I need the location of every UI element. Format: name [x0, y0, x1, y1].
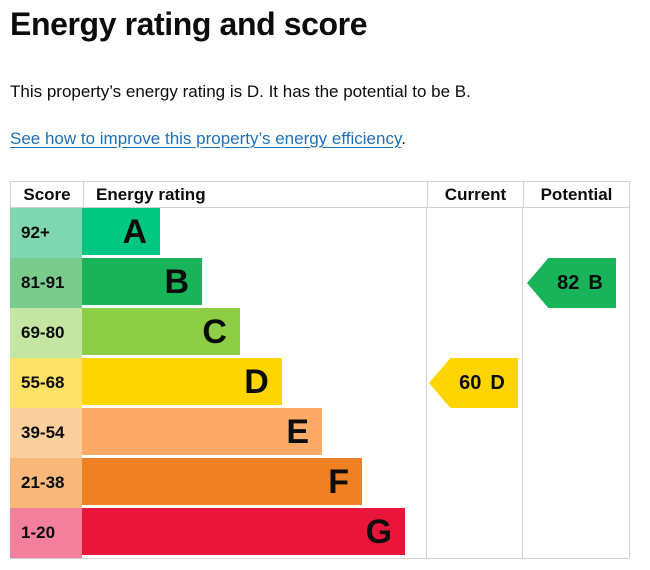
band-score-cell: 92+	[10, 208, 82, 258]
summary-text: This property’s energy rating is D. It h…	[10, 82, 471, 101]
column-header-energy-rating: Energy rating	[83, 182, 427, 207]
band-row: 39-54 E	[10, 408, 629, 458]
improve-efficiency-link[interactable]: See how to improve this property’s energ…	[10, 129, 402, 148]
current-cell	[426, 508, 522, 558]
page-title: Energy rating and score	[10, 6, 368, 42]
potential-cell	[522, 208, 629, 258]
band-bar-cell: A	[82, 208, 426, 258]
potential-cell	[522, 408, 629, 458]
energy-rating-chart: Score Energy rating Current Potential 92…	[10, 181, 630, 559]
band-score-label: 92+	[21, 223, 50, 242]
band-bar-cell: F	[82, 458, 426, 508]
current-rating-arrow: 60 D	[429, 358, 518, 408]
column-header-current: Current	[427, 182, 523, 207]
band-bar: B	[82, 258, 203, 305]
band-row: 69-80 C	[10, 308, 629, 358]
link-suffix: .	[401, 129, 406, 148]
band-bar: F	[82, 458, 363, 505]
column-header-score: Score	[23, 184, 71, 204]
column-header-potential: Potential	[523, 182, 629, 207]
band-score-cell: 21-38	[10, 458, 82, 508]
current-cell: 60 D	[426, 358, 522, 408]
band-row: 92+ A	[10, 208, 629, 258]
band-row: 21-38 F	[10, 458, 629, 508]
potential-cell	[522, 308, 629, 358]
potential-rating-arrow-score: 82	[557, 271, 580, 294]
current-cell	[426, 208, 522, 258]
current-cell	[426, 408, 522, 458]
band-score-cell: 69-80	[10, 308, 82, 358]
epc-rows: 92+ A 81-91 B 82 B 69-80 C	[10, 208, 629, 558]
current-rating-arrow-score: 60	[459, 371, 482, 394]
band-letter: F	[328, 462, 350, 501]
band-score-label: 21-38	[21, 473, 65, 492]
band-bar-cell: C	[82, 308, 426, 358]
band-score-label: 81-91	[21, 273, 65, 292]
band-score-label: 1-20	[21, 523, 56, 542]
band-bar-cell: B	[82, 258, 426, 308]
band-bar-cell: D	[82, 358, 426, 408]
band-score-cell: 39-54	[10, 408, 82, 458]
potential-cell	[522, 458, 629, 508]
band-score-label: 39-54	[21, 423, 65, 442]
band-letter: A	[122, 212, 148, 251]
band-score-cell: 81-91	[10, 258, 82, 308]
improve-link-line: See how to improve this property’s energ…	[10, 128, 640, 150]
band-bar: D	[82, 358, 282, 405]
current-cell	[426, 458, 522, 508]
potential-cell	[522, 508, 629, 558]
band-letter: C	[202, 312, 227, 351]
band-row: 1-20 G	[10, 508, 629, 558]
potential-cell	[522, 358, 629, 408]
potential-rating-arrow: 82 B	[527, 258, 616, 308]
band-score-cell: 1-20	[10, 508, 82, 558]
epc-header-row: Score Energy rating Current Potential	[10, 182, 629, 208]
band-bar: C	[82, 308, 240, 355]
band-letter: B	[164, 262, 190, 301]
band-row: 55-68 D 60 D	[10, 358, 629, 408]
band-bar: E	[82, 408, 323, 455]
band-bar-cell: E	[82, 408, 426, 458]
band-score-label: 69-80	[21, 323, 65, 342]
current-cell	[426, 258, 522, 308]
band-score-cell: 55-68	[10, 358, 82, 408]
current-cell	[426, 308, 522, 358]
band-score-label: 55-68	[21, 373, 65, 392]
band-letter: G	[365, 512, 393, 551]
current-rating-arrow-band: D	[490, 371, 505, 394]
band-bar: A	[82, 208, 161, 255]
band-letter: D	[244, 362, 269, 401]
potential-rating-arrow-band: B	[588, 271, 603, 294]
band-letter: E	[286, 412, 310, 451]
band-bar: G	[82, 508, 406, 555]
band-row: 81-91 B 82 B	[10, 258, 629, 308]
potential-cell: 82 B	[522, 258, 629, 308]
band-bar-cell: G	[82, 508, 426, 558]
